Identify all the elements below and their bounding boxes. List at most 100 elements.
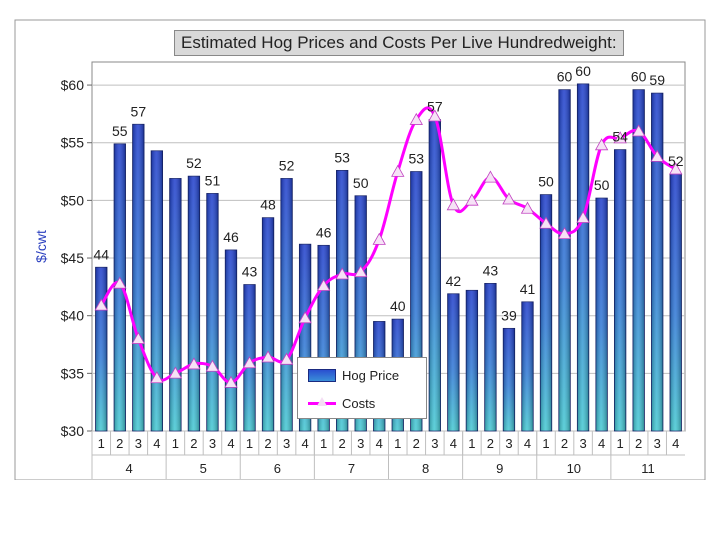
costs-point [428, 109, 442, 122]
bar-value-label: 46 [316, 224, 332, 240]
x-group-label: 4 [125, 461, 132, 476]
costs-point [113, 276, 127, 289]
x-quarter-label: 4 [672, 436, 679, 451]
x-quarter-label: 2 [264, 436, 271, 451]
costs-point [205, 359, 220, 372]
x-quarter-label: 2 [413, 436, 420, 451]
costs-point [298, 311, 312, 324]
bar-value-label: 50 [538, 174, 554, 190]
costs-point [94, 298, 108, 311]
hog-price-bar-shade [503, 328, 515, 431]
costs-point [576, 210, 590, 223]
costs-point [168, 366, 183, 379]
costs-point [631, 124, 646, 137]
costs-point [520, 201, 535, 214]
hog-price-bar-shade [521, 301, 534, 431]
x-quarter-label: 2 [116, 436, 123, 451]
legend-line-swatch [308, 397, 336, 406]
hog-price-bar-shade [262, 217, 274, 431]
hog-price-bar-shade [95, 267, 108, 431]
hog-price-bar-shade [429, 119, 441, 431]
y-tick-label: $40 [61, 308, 85, 324]
x-quarter-label: 3 [357, 436, 364, 451]
x-quarter-label: 3 [135, 436, 142, 451]
x-quarter-label: 1 [542, 436, 549, 451]
x-quarter-label: 4 [598, 436, 605, 451]
costs-point [539, 216, 553, 229]
hog-price-bar-shade [299, 244, 311, 431]
x-quarter-label: 3 [209, 436, 216, 451]
costs-point [391, 164, 405, 177]
costs-point [279, 352, 294, 365]
x-quarter-label: 3 [283, 436, 290, 451]
x-quarter-label: 4 [524, 436, 531, 451]
bar-value-label: 46 [223, 229, 239, 245]
x-quarter-label: 4 [301, 436, 308, 451]
costs-point [224, 375, 238, 388]
bar-value-label: 39 [501, 307, 517, 323]
x-quarter-label: 1 [394, 436, 401, 451]
bar-value-label: 52 [279, 157, 295, 173]
x-quarter-label: 1 [468, 436, 475, 451]
line-layer [94, 106, 683, 388]
hog-price-chart: 4455575251464348524653504053574243394150… [14, 19, 706, 480]
bar-value-label: 52 [668, 153, 684, 169]
chart-legend: Hog Price Costs [297, 357, 427, 419]
costs-point [465, 193, 479, 206]
x-quarter-label: 3 [654, 436, 661, 451]
hog-price-bar-shade [151, 150, 163, 431]
hog-price-bar-shade [651, 93, 663, 432]
x-quarter-label: 1 [617, 436, 624, 451]
costs-point [669, 162, 683, 175]
bar-value-label: 60 [557, 69, 573, 85]
x-quarter-label: 4 [153, 436, 160, 451]
bar-value-label: 55 [112, 123, 128, 139]
chart-title: Estimated Hog Prices and Costs Per Live … [174, 30, 624, 56]
hog-price-bar-shade [169, 178, 182, 431]
hog-price-bar-shade [336, 170, 348, 432]
x-quarter-label: 2 [190, 436, 197, 451]
hog-price-bar-shade [577, 83, 589, 432]
costs-point [613, 131, 627, 144]
hog-price-bar-shade [614, 149, 626, 431]
bar-value-label: 43 [483, 262, 499, 278]
x-group-label: 5 [200, 461, 207, 476]
x-quarter-label: 2 [487, 436, 494, 451]
hog-price-bar-shade [225, 249, 237, 431]
bar-value-label: 57 [427, 99, 443, 115]
bar-value-label: 51 [205, 172, 221, 188]
costs-point [187, 357, 201, 370]
costs-point [446, 198, 461, 211]
y-tick-label: $35 [61, 365, 85, 381]
x-quarter-label: 1 [172, 436, 179, 451]
y-tick-label: $55 [61, 135, 85, 151]
x-quarter-label: 4 [376, 436, 383, 451]
x-quarter-label: 1 [246, 436, 253, 451]
bar-value-label: 50 [594, 177, 610, 193]
hog-price-bar-shade [540, 194, 552, 431]
legend-label-costs: Costs [342, 396, 376, 411]
x-quarter-label: 3 [579, 436, 586, 451]
costs-point [483, 170, 498, 183]
bar-value-label: 60 [631, 69, 647, 85]
costs-point [557, 226, 572, 240]
hog-price-bar-shade [188, 176, 200, 431]
bar-value-label: 42 [446, 273, 462, 289]
hog-price-bar-shade [558, 89, 571, 432]
hog-price-bar-shade [410, 171, 423, 431]
x-group-label: 7 [348, 461, 355, 476]
hog-price-bar-shade [447, 293, 460, 431]
x-quarter-label: 1 [320, 436, 327, 451]
costs-point [242, 356, 257, 369]
x-quarter-label: 4 [227, 436, 234, 451]
x-quarter-label: 2 [339, 436, 346, 451]
hog-price-bar-shade [595, 198, 608, 431]
bar-value-label: 43 [242, 264, 258, 280]
hog-price-bar-shade [206, 193, 219, 431]
costs-point [335, 267, 349, 280]
bar-value-label: 52 [186, 155, 202, 171]
x-quarter-label: 3 [431, 436, 438, 451]
hog-price-bar-shade [466, 290, 478, 431]
legend-label-hog-price: Hog Price [342, 368, 400, 383]
